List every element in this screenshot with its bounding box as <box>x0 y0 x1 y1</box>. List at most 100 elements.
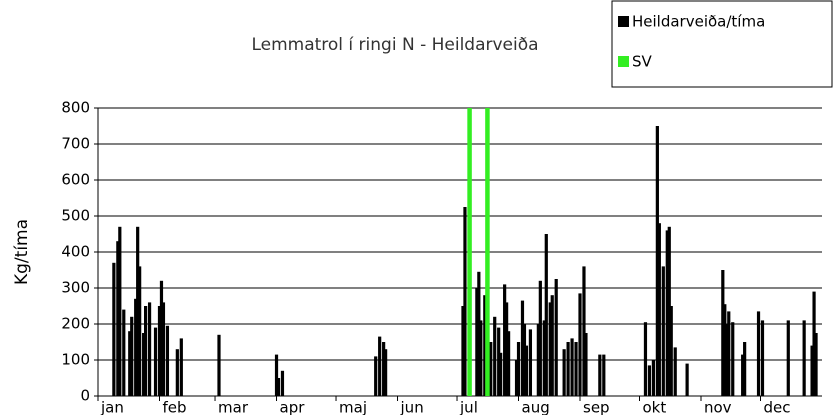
x-tick-label: jul <box>459 399 478 415</box>
bar <box>274 354 279 396</box>
bar <box>550 295 554 396</box>
bar <box>520 300 525 396</box>
bar <box>685 363 689 396</box>
bar <box>489 342 493 396</box>
x-tick-label: maj <box>339 399 367 415</box>
bar <box>554 279 558 396</box>
bar <box>175 349 179 396</box>
bar <box>493 316 497 396</box>
bar <box>582 266 586 396</box>
bar <box>570 338 574 396</box>
bar <box>548 302 552 396</box>
y-axis-label: Kg/tíma <box>12 219 32 285</box>
x-tick-label: apr <box>280 399 306 415</box>
x-tick-label: jun <box>400 399 424 415</box>
bar <box>506 331 511 396</box>
bar <box>475 288 479 396</box>
bar <box>723 304 727 396</box>
y-tick-label: 800 <box>61 99 90 117</box>
bar <box>574 342 578 396</box>
bar <box>516 342 521 396</box>
bar <box>538 280 542 396</box>
bar <box>514 360 519 396</box>
bar <box>727 311 731 396</box>
bar <box>721 270 725 396</box>
bar <box>477 271 481 396</box>
legend-swatch <box>618 56 629 67</box>
bar <box>802 320 806 396</box>
bar <box>522 324 527 396</box>
bar <box>505 302 509 396</box>
bar <box>647 365 652 396</box>
legend-swatch <box>618 16 629 27</box>
bar <box>661 266 665 396</box>
bar <box>731 322 735 396</box>
y-tick-label: 100 <box>61 351 90 369</box>
bar <box>136 226 140 396</box>
bar <box>524 345 529 396</box>
bar <box>598 354 602 396</box>
bar <box>485 108 490 396</box>
bar <box>743 342 747 396</box>
y-tick-label: 500 <box>61 207 90 225</box>
x-tick-label: nov <box>704 399 732 415</box>
bar <box>112 262 116 396</box>
bar <box>142 333 146 396</box>
legend-box <box>611 0 833 88</box>
bar <box>159 280 164 396</box>
bar <box>134 298 138 396</box>
bar <box>673 347 677 396</box>
bar <box>483 295 487 396</box>
bar <box>760 320 765 396</box>
bar <box>725 324 729 396</box>
legend-label: SV <box>632 53 653 71</box>
bar <box>667 226 671 396</box>
bar <box>217 334 221 396</box>
y-tick-label: 600 <box>61 171 90 189</box>
bar <box>382 342 386 396</box>
bar <box>280 370 285 396</box>
bar <box>461 306 465 396</box>
bar <box>651 360 655 396</box>
bar <box>655 126 659 396</box>
bar <box>128 331 132 396</box>
bar <box>157 306 162 396</box>
bar <box>786 320 790 396</box>
bar <box>536 324 540 396</box>
x-tick-label: mar <box>218 399 249 415</box>
chart-title: Lemmatrol í ringi N - Heildarveiða <box>251 35 538 55</box>
bar <box>499 352 503 396</box>
x-tick-label: aug <box>522 399 550 415</box>
bar <box>544 234 548 396</box>
bar <box>153 327 158 396</box>
bar <box>130 316 134 396</box>
bar <box>378 336 382 396</box>
bar <box>179 338 183 396</box>
bar <box>384 349 388 396</box>
bar <box>276 378 281 396</box>
bar <box>161 302 166 396</box>
bar <box>812 291 816 396</box>
bar <box>118 226 122 396</box>
x-tick-label: jan <box>100 399 124 415</box>
bar <box>374 356 378 396</box>
bar <box>144 306 148 396</box>
y-tick-label: 400 <box>61 243 90 261</box>
y-tick-label: 300 <box>61 279 90 297</box>
bar <box>643 322 648 396</box>
y-tick-label: 700 <box>61 135 90 153</box>
x-tick-label: dec <box>764 399 791 415</box>
x-tick-label: feb <box>162 399 186 415</box>
y-tick-label: 0 <box>80 387 90 405</box>
x-tick-label: okt <box>643 399 667 415</box>
bar <box>116 241 120 396</box>
bar <box>566 342 570 396</box>
bar <box>741 354 745 396</box>
bar <box>669 306 673 396</box>
x-tick-label: sep <box>583 399 610 415</box>
bar <box>147 302 152 396</box>
bar <box>122 309 126 396</box>
bar <box>467 108 472 396</box>
bar <box>542 320 546 396</box>
bar <box>584 333 588 396</box>
